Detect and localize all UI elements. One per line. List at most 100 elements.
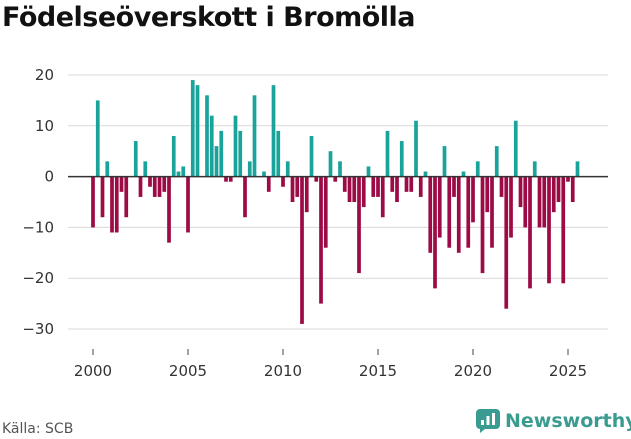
bar-positive (214, 146, 219, 177)
bar-positive (385, 130, 390, 177)
bar-negative (243, 176, 247, 218)
y-axis-tick-labels: 20 10 0 −10 −20 −30 (22, 66, 54, 338)
bar-positive (205, 95, 209, 177)
bar-negative (376, 176, 380, 197)
newsworthy-logo-icon (476, 409, 500, 433)
bar-negative (518, 176, 523, 208)
bar-negative (418, 176, 423, 197)
bar-negative (447, 176, 452, 248)
bar-negative (542, 176, 547, 228)
bar-negative (466, 176, 471, 248)
bar-negative (547, 176, 551, 284)
bar-positive (143, 161, 148, 177)
bar-negative (224, 176, 228, 182)
bar-positive (475, 161, 480, 177)
bar-positive (461, 171, 466, 177)
y-tick-label: −20 (22, 269, 54, 287)
bar-positive (338, 161, 342, 177)
bar-positive (532, 161, 537, 177)
gridlines (68, 74, 608, 330)
bar-negative (528, 176, 532, 289)
bar-negative (162, 176, 167, 192)
y-tick-label: 10 (35, 117, 54, 135)
bar-negative (490, 176, 494, 248)
bar-positive (195, 85, 200, 177)
bar-positive (95, 100, 100, 177)
bar-positive (309, 135, 314, 177)
bar-negative (157, 176, 162, 197)
newsworthy-logo[interactable]: Newsworthy (476, 409, 631, 433)
bar-negative (480, 176, 485, 274)
y-tick-label: 20 (35, 66, 54, 84)
bar-negative (138, 176, 143, 197)
bar-negative (433, 176, 437, 289)
bar-negative (333, 176, 338, 182)
bar-negative (523, 176, 528, 228)
bar-negative (570, 176, 575, 202)
bar-positive (238, 130, 243, 177)
bar-positive (247, 161, 252, 177)
bar-negative (114, 176, 119, 233)
bar-negative (319, 176, 323, 304)
x-tick-label: 2020 (454, 362, 492, 380)
x-tick-label: 2005 (169, 362, 207, 380)
bar-negative (266, 176, 271, 192)
y-tick-label: −10 (22, 218, 54, 236)
bar-negative (304, 176, 309, 213)
bar-negative (347, 176, 352, 202)
bar-negative (409, 176, 414, 192)
bar-positive (209, 115, 214, 177)
bar-negative (361, 176, 366, 208)
x-tick-label: 2000 (74, 362, 112, 380)
bar-negative (124, 176, 129, 218)
bar-negative (281, 176, 285, 187)
bar-positive (276, 130, 281, 177)
bar-positive (442, 146, 447, 177)
bar-negative (390, 176, 395, 192)
y-tick-label: −30 (22, 320, 54, 338)
bar-negative (566, 176, 570, 182)
bar-positive (494, 146, 499, 177)
bar-negative (352, 176, 357, 202)
bars (91, 80, 580, 324)
bar-negative (357, 176, 361, 274)
bar-positive (575, 161, 580, 177)
bar-positive (423, 171, 428, 177)
bar-negative (428, 176, 433, 253)
bar-positive (133, 141, 138, 177)
bar-positive (262, 171, 266, 177)
bar-positive (271, 85, 276, 177)
bar-positive (399, 141, 404, 177)
bar-positive (233, 115, 238, 177)
bar-negative (300, 176, 304, 324)
bar-negative (395, 176, 399, 202)
source-label: Källa: SCB (2, 421, 74, 437)
bar-negative (485, 176, 490, 213)
bar-negative (110, 176, 114, 233)
bar-negative (323, 176, 328, 248)
x-axis-tick-labels: 2000 2005 2010 2015 2020 2025 (74, 349, 587, 380)
bar-positive (414, 120, 418, 177)
bar-positive (176, 171, 181, 177)
bar-positive (219, 130, 224, 177)
bar-negative (504, 176, 509, 309)
bar-negative (228, 176, 233, 182)
chart-title: Födelseöverskott i Bromölla (2, 2, 416, 33)
x-tick-label: 2025 (549, 362, 587, 380)
bar-negative (561, 176, 566, 284)
bar-negative (509, 176, 513, 238)
bar-positive (252, 95, 257, 177)
bar-positive (105, 161, 110, 177)
bar-negative (314, 176, 319, 182)
bar-negative (100, 176, 105, 218)
bar-negative (452, 176, 456, 197)
bar-negative (290, 176, 295, 202)
bar-positive (366, 166, 371, 177)
bar-negative (380, 176, 385, 218)
bar-negative (186, 176, 190, 233)
newsworthy-brand-name: Newsworthy (505, 410, 631, 432)
x-tick-label: 2010 (264, 362, 302, 380)
y-tick-label: 0 (44, 168, 54, 186)
bar-negative (371, 176, 376, 197)
